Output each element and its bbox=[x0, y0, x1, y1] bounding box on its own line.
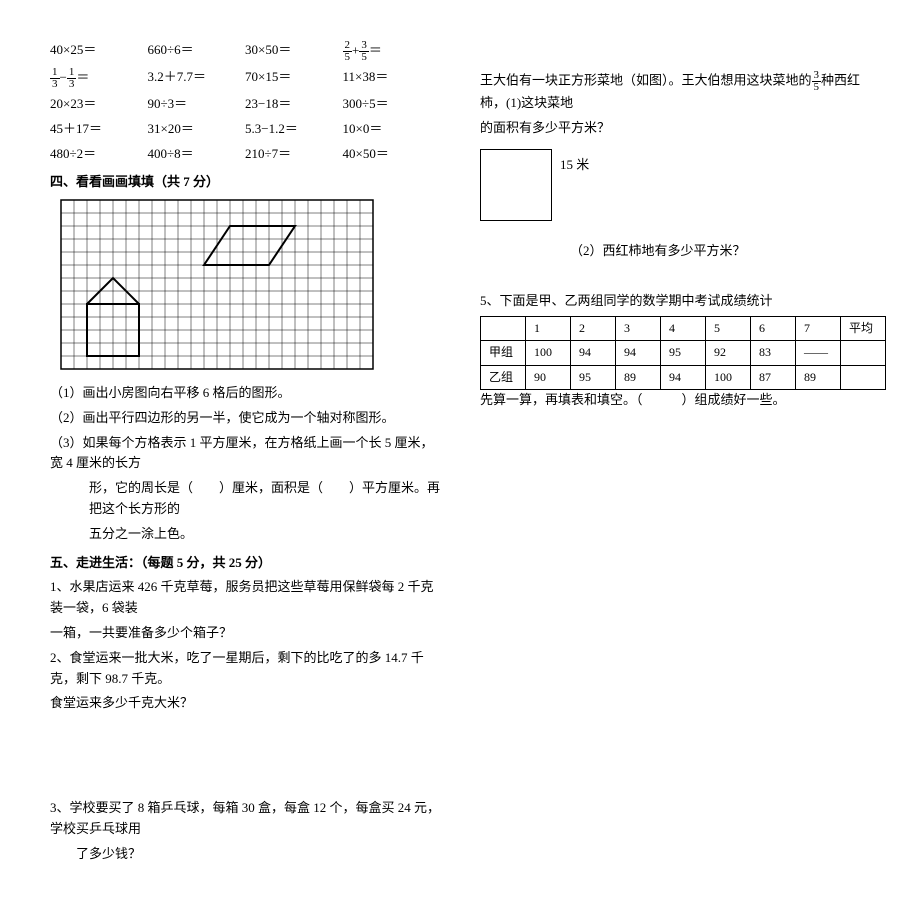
table-header-cell: 4 bbox=[661, 317, 706, 341]
q5-2-line2: 食堂运来多少千克大米？ bbox=[50, 693, 440, 714]
math-expression: 45＋17＝ bbox=[50, 119, 148, 140]
math-expression: 3.2＋7.7＝ bbox=[148, 67, 246, 90]
math-expression: 13−13＝ bbox=[50, 67, 148, 90]
section-5-title: 五、走进生活：（每题 5 分，共 25 分） bbox=[50, 553, 440, 574]
table-header-cell: 1 bbox=[526, 317, 571, 341]
math-expression: 40×50＝ bbox=[343, 144, 441, 165]
right-column: 王大伯有一块正方形菜地（如图）。王大伯想用这块菜地的35种西红柿，(1)这块菜地… bbox=[480, 40, 870, 869]
math-expression: 300÷5＝ bbox=[343, 94, 441, 115]
fraction-3-5: 35 bbox=[812, 70, 822, 93]
table-cell: 95 bbox=[571, 365, 616, 389]
table-cell: 90 bbox=[526, 365, 571, 389]
math-expression: 23−18＝ bbox=[245, 94, 343, 115]
section-4-title: 四、看看画画填填（共 7 分） bbox=[50, 172, 440, 193]
table-after: 先算一算，再填表和填空。（ ）组成绩好一些。 bbox=[480, 390, 870, 411]
table-header-cell: 平均 bbox=[841, 317, 886, 341]
grid-figure bbox=[60, 199, 440, 377]
q5-3-line1: 3、学校要买了 8 箱乒乓球，每箱 30 盒，每盒 12 个，每盒买 24 元，… bbox=[50, 798, 440, 840]
q4-2: （2）画出平行四边形的另一半，使它成为一个轴对称图形。 bbox=[50, 408, 440, 429]
math-expression: 5.3−1.2＝ bbox=[245, 119, 343, 140]
table-cell bbox=[841, 341, 886, 365]
table-header-cell: 6 bbox=[751, 317, 796, 341]
square-box bbox=[480, 149, 552, 221]
table-header-cell bbox=[481, 317, 526, 341]
table-cell: 100 bbox=[526, 341, 571, 365]
table-cell: 83 bbox=[751, 341, 796, 365]
table-cell: 94 bbox=[616, 341, 661, 365]
q4-3-line2: 形，它的周长是（ ）厘米，面积是（ ）平方厘米。再把这个长方形的 bbox=[50, 478, 440, 520]
q4-3-line3: 五分之一涂上色。 bbox=[50, 524, 440, 545]
table-header-cell: 2 bbox=[571, 317, 616, 341]
q5-1-line2: 一箱，一共要准备多少个箱子？ bbox=[50, 623, 440, 644]
math-expression: 480÷2＝ bbox=[50, 144, 148, 165]
right-intro-pre: 王大伯有一块正方形菜地（如图）。王大伯想用这块菜地的 bbox=[480, 72, 812, 87]
math-expression: 70×15＝ bbox=[245, 67, 343, 90]
q4-3-line1: （3）如果每个方格表示 1 平方厘米，在方格纸上画一个长 5 厘米，宽 4 厘米… bbox=[50, 433, 440, 475]
math-expression: 40×25＝ bbox=[50, 40, 148, 63]
math-expression: 11×38＝ bbox=[343, 67, 441, 90]
math-expression: 210÷7＝ bbox=[245, 144, 343, 165]
table-cell: 89 bbox=[796, 365, 841, 389]
table-cell: 89 bbox=[616, 365, 661, 389]
math-expression: 31×20＝ bbox=[148, 119, 246, 140]
square-label: 15 米 bbox=[560, 155, 589, 176]
table-header-cell: 3 bbox=[616, 317, 661, 341]
table-header-cell: 7 bbox=[796, 317, 841, 341]
q5-3-line2: 了多少钱？ bbox=[50, 844, 440, 865]
table-cell: 92 bbox=[706, 341, 751, 365]
math-expression: 10×0＝ bbox=[343, 119, 441, 140]
math-expression: 660÷6＝ bbox=[148, 40, 246, 63]
right-intro-line2: 的面积有多少平方米？ bbox=[480, 118, 870, 139]
right-q2: （2）西红柿地有多少平方米？ bbox=[570, 241, 870, 262]
table-header-cell: 5 bbox=[706, 317, 751, 341]
q4-1: （1）画出小房图向右平移 6 格后的图形。 bbox=[50, 383, 440, 404]
table-title: 5、下面是甲、乙两组同学的数学期中考试成绩统计 bbox=[480, 291, 870, 312]
table-cell: 95 bbox=[661, 341, 706, 365]
score-table: 1234567平均甲组1009494959283——乙组909589941008… bbox=[480, 316, 886, 390]
table-cell: 100 bbox=[706, 365, 751, 389]
square-figure: 15 米 bbox=[480, 149, 870, 221]
right-intro: 王大伯有一块正方形菜地（如图）。王大伯想用这块菜地的35种西红柿，(1)这块菜地 bbox=[480, 70, 870, 114]
math-expression: 25+35＝ bbox=[343, 40, 441, 63]
table-cell: 甲组 bbox=[481, 341, 526, 365]
q5-1-line1: 1、水果店运来 426 千克草莓，服务员把这些草莓用保鲜袋每 2 千克装一袋，6… bbox=[50, 577, 440, 619]
grid-svg bbox=[60, 199, 374, 370]
table-cell: 87 bbox=[751, 365, 796, 389]
table-cell bbox=[841, 365, 886, 389]
math-expression: 20×23＝ bbox=[50, 94, 148, 115]
math-expression-grid: 40×25＝660÷6＝30×50＝25+35＝ 13−13＝3.2＋7.7＝70… bbox=[50, 40, 440, 164]
left-column: 40×25＝660÷6＝30×50＝25+35＝ 13−13＝3.2＋7.7＝70… bbox=[50, 40, 440, 869]
math-expression: 90÷3＝ bbox=[148, 94, 246, 115]
table-cell: 94 bbox=[661, 365, 706, 389]
math-expression: 400÷8＝ bbox=[148, 144, 246, 165]
math-expression: 30×50＝ bbox=[245, 40, 343, 63]
table-cell: —— bbox=[796, 341, 841, 365]
table-cell: 94 bbox=[571, 341, 616, 365]
table-cell: 乙组 bbox=[481, 365, 526, 389]
q5-2-line1: 2、食堂运来一批大米，吃了一星期后，剩下的比吃了的多 14.7 千克，剩下 98… bbox=[50, 648, 440, 690]
